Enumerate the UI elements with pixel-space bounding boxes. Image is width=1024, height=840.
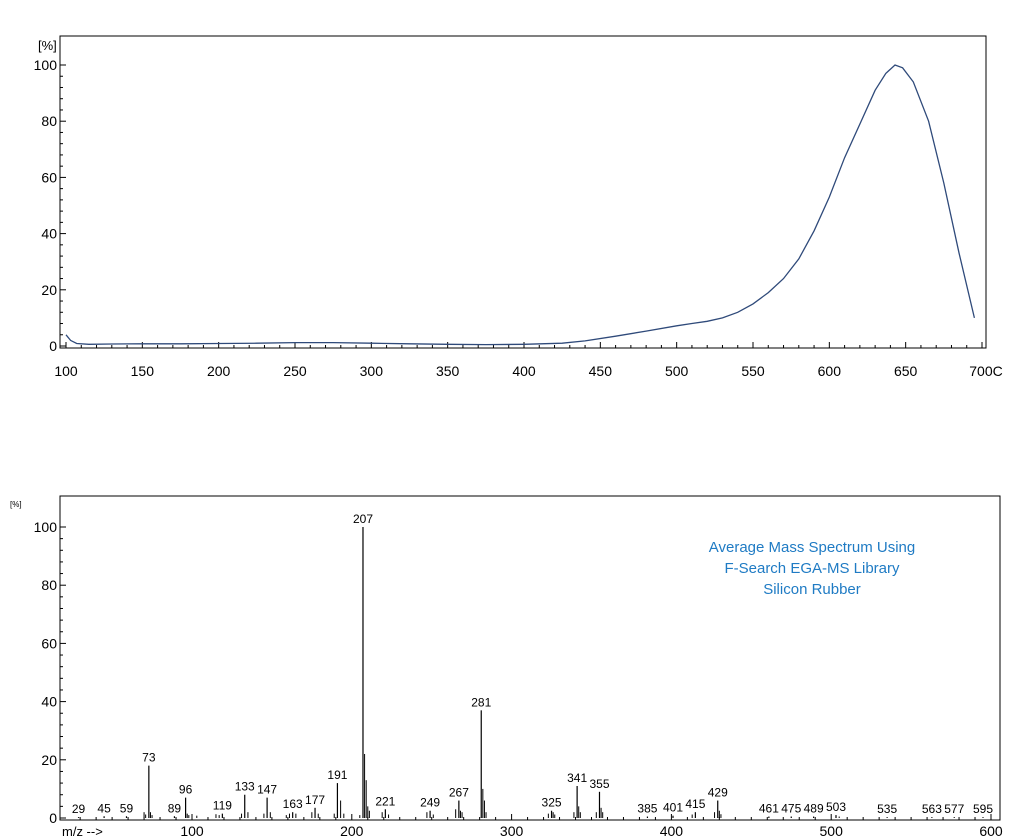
temperature-profile-line — [65, 64, 976, 346]
bottom-plot-frame — [59, 495, 1001, 821]
top-y-tick-label: 40 — [41, 226, 57, 242]
peak-label-89: 89 — [168, 801, 182, 815]
top-ylabel: [%] — [38, 38, 57, 53]
peak-label-355: 355 — [589, 777, 609, 791]
bottom-y-tick-label: 80 — [41, 577, 57, 593]
peak-label-147: 147 — [257, 783, 277, 797]
top-x-tick-label: 550 — [741, 363, 765, 379]
bottom-ylabel: [%] — [10, 500, 22, 509]
top-x-tick-label: 400 — [512, 363, 536, 379]
peak-label-415: 415 — [685, 797, 705, 811]
top-x-tick-label: 350 — [436, 363, 460, 379]
peak-label-281: 281 — [471, 695, 491, 709]
peak-label-119: 119 — [213, 799, 232, 813]
bottom-y-tick-label: 60 — [41, 635, 57, 651]
peak-label-461: 461 — [759, 802, 779, 816]
top-x-tick-label: 650 — [894, 363, 918, 379]
top-x-tick-label: 300 — [360, 363, 384, 379]
top-y-tick-label: 20 — [41, 282, 57, 298]
top-y-tick-label: 100 — [34, 57, 58, 73]
bottom-y-tick-label: 20 — [41, 752, 57, 768]
peak-label-96: 96 — [179, 783, 193, 797]
peak-label-267: 267 — [449, 786, 469, 800]
peak-label-73: 73 — [142, 751, 156, 765]
bottom-y-tick-label: 100 — [34, 519, 58, 535]
temperature-profile-chart: [%] 0 20 40 60 80 100 100 150 200 250 300 350 400 450… — [34, 35, 1003, 379]
top-y-tick-label: 80 — [41, 113, 57, 129]
top-x-tick-label: 200 — [207, 363, 231, 379]
bottom-x-tick-label: 100 — [180, 823, 204, 839]
peak-label-29: 29 — [72, 802, 86, 816]
peak-label-341: 341 — [567, 771, 587, 785]
bottom-y-tick-label: 0 — [49, 810, 57, 826]
bottom-x-tick-label: 300 — [500, 823, 524, 839]
peak-label-503: 503 — [826, 800, 846, 814]
top-y-tick-label: 0 — [49, 338, 57, 354]
top-y-tick-label: 60 — [41, 169, 57, 185]
bottom-x-tick-label: 400 — [660, 823, 684, 839]
peak-label-133: 133 — [235, 780, 255, 794]
peak-label-535: 535 — [877, 802, 897, 816]
peak-label-191: 191 — [327, 768, 347, 782]
top-x-tick-label: 250 — [283, 363, 307, 379]
mass-spectrum-chart: [%] m/z --> Average Mass Spectrum Using … — [10, 495, 1003, 839]
peak-label-249: 249 — [420, 796, 440, 810]
peak-label-401: 401 — [663, 801, 683, 815]
annotation-line-3: Silicon Rubber — [763, 581, 861, 598]
peak-label-59: 59 — [120, 801, 134, 815]
top-x-tick-label: 600 — [818, 363, 842, 379]
annotation-line-2: F-Search EGA-MS Library — [724, 560, 900, 577]
annotation-line-1: Average Mass Spectrum Using — [709, 539, 915, 556]
peak-label-325: 325 — [542, 796, 562, 810]
peak-label-563: 563 — [922, 802, 942, 816]
peak-label-177: 177 — [305, 793, 325, 807]
peak-label-429: 429 — [708, 786, 728, 800]
peak-label-163: 163 — [283, 797, 303, 811]
peak-label-221: 221 — [375, 794, 395, 808]
top-x-tick-label: 450 — [589, 363, 613, 379]
peak-label-475: 475 — [781, 802, 801, 816]
bottom-x-tick-label: 600 — [979, 823, 1003, 839]
peak-label-489: 489 — [804, 802, 824, 816]
peak-label-595: 595 — [973, 802, 993, 816]
bottom-xlabel: m/z --> — [62, 824, 103, 839]
top-x-tick-label: 100 — [54, 363, 78, 379]
bottom-x-tick-label: 500 — [820, 823, 844, 839]
top-plot-frame — [59, 35, 987, 349]
top-x-tick-label: 700C — [969, 363, 1002, 379]
peak-label-207: 207 — [353, 512, 373, 526]
peak-label-385: 385 — [637, 802, 657, 816]
bottom-x-tick-label: 200 — [340, 823, 364, 839]
top-x-tick-label: 150 — [131, 363, 155, 379]
peak-label-577: 577 — [944, 802, 964, 816]
top-x-tick-label: 500 — [665, 363, 689, 379]
peak-label-45: 45 — [97, 801, 111, 815]
bottom-y-tick-label: 40 — [41, 694, 57, 710]
